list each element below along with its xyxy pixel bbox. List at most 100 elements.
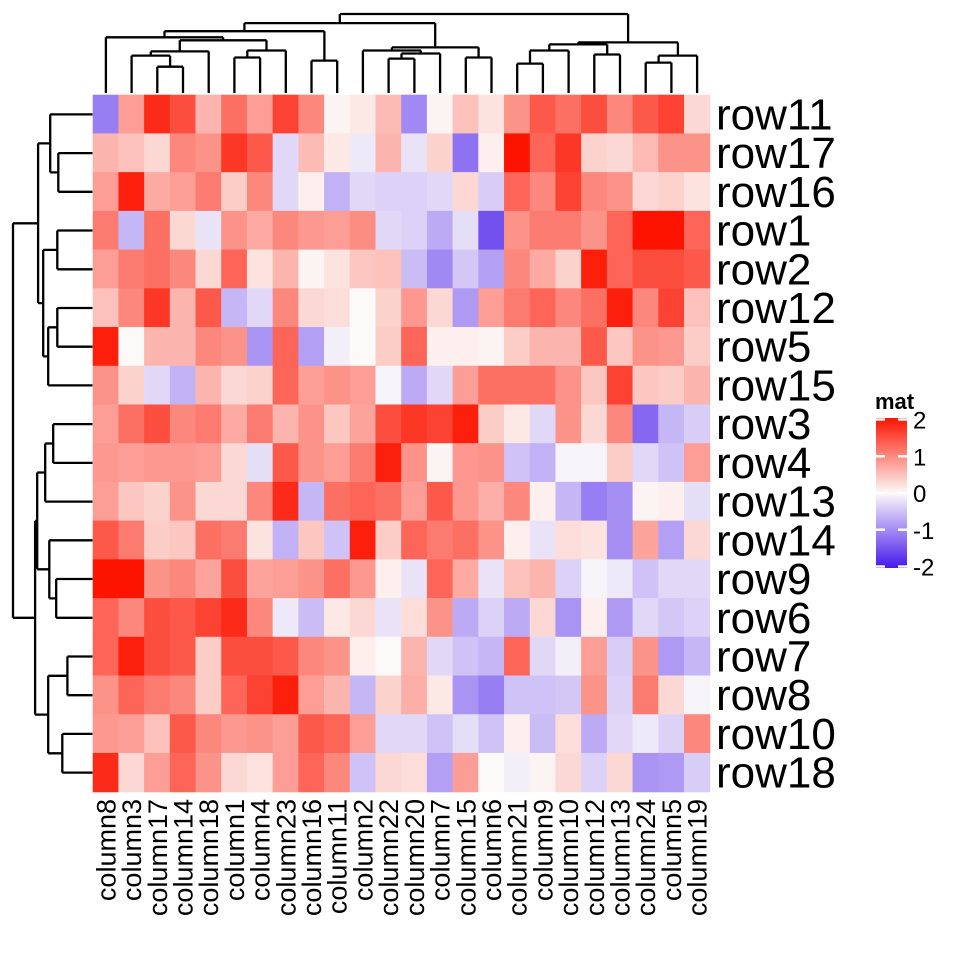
heatmap-cell — [349, 327, 377, 367]
heatmap-cell — [349, 94, 377, 135]
heatmap-cell — [298, 714, 325, 754]
heatmap-cell — [246, 598, 274, 638]
heatmap-cell — [452, 481, 479, 522]
heatmap-cell — [555, 94, 582, 135]
heatmap-cell — [195, 675, 222, 715]
heatmap-cell — [401, 172, 428, 212]
heatmap-cell — [221, 481, 248, 522]
heatmap-cell — [529, 249, 557, 289]
heatmap-cell — [401, 288, 428, 328]
heatmap-cell — [632, 481, 659, 522]
heatmap-cell — [606, 288, 634, 328]
heatmap-cell — [426, 520, 454, 560]
heatmap-cell — [92, 636, 120, 677]
heatmap-cell — [452, 404, 479, 444]
heatmap-cell — [426, 714, 454, 754]
heatmap-cell — [606, 636, 634, 677]
heatmap-cell — [272, 94, 299, 135]
heatmap-cell — [632, 404, 659, 444]
heatmap-cell — [144, 559, 171, 599]
heatmap-cell — [683, 752, 711, 793]
heatmap-cell — [555, 598, 582, 638]
heatmap-cell — [118, 133, 145, 173]
heatmap-cell — [606, 714, 634, 754]
heatmap-cell — [478, 675, 505, 715]
heatmap-cell — [221, 210, 248, 251]
heatmap-cell — [581, 598, 608, 638]
legend-tick-mark — [876, 455, 885, 458]
heatmap-cell — [452, 94, 479, 135]
column-label: column6 — [477, 799, 507, 901]
heatmap-cell — [658, 559, 685, 599]
legend-tick-mark — [876, 418, 885, 421]
heatmap-cell — [452, 172, 479, 212]
heatmap-cell — [195, 327, 222, 367]
heatmap-cell — [478, 288, 505, 328]
heatmap-cell — [581, 249, 608, 289]
heatmap-cell — [246, 365, 274, 406]
heatmap-cell — [452, 559, 479, 599]
heatmap-cell — [169, 752, 197, 793]
heatmap-cell — [324, 675, 351, 715]
heatmap-cell — [658, 520, 685, 560]
heatmap-cell — [401, 714, 428, 754]
heatmap-cell — [478, 94, 505, 135]
heatmap-cell — [683, 133, 711, 173]
heatmap-cell — [555, 636, 582, 677]
heatmap-cell — [426, 443, 454, 483]
heatmap-cell — [504, 481, 531, 522]
column-label: column24 — [631, 799, 661, 916]
heatmap-cell — [118, 714, 145, 754]
heatmap-cell — [118, 404, 145, 444]
column-label: column16 — [297, 799, 327, 916]
heatmap-cell — [606, 133, 634, 173]
heatmap-cell — [221, 636, 248, 677]
heatmap-cell — [375, 598, 402, 638]
heatmap-cell — [504, 520, 531, 560]
heatmap-cell — [426, 210, 454, 251]
heatmap-cell — [658, 94, 685, 135]
heatmap-cell — [529, 443, 557, 483]
heatmap-cell — [632, 249, 659, 289]
heatmap-cell — [529, 288, 557, 328]
heatmap-cell — [683, 598, 711, 638]
heatmap-cell — [478, 404, 505, 444]
heatmap-cell — [246, 752, 274, 793]
heatmap-cell — [324, 288, 351, 328]
heatmap-cell — [426, 636, 454, 677]
row-label: row12 — [716, 284, 836, 333]
heatmap-cell — [658, 598, 685, 638]
heatmap-cell — [144, 327, 171, 367]
heatmap-cell — [683, 327, 711, 367]
heatmap-cell — [426, 481, 454, 522]
heatmap-cell — [401, 133, 428, 173]
heatmap-cell — [606, 598, 634, 638]
heatmap-cell — [298, 210, 325, 251]
heatmap-cell — [298, 636, 325, 677]
heatmap-cell — [529, 94, 557, 135]
heatmap-cell — [349, 481, 377, 522]
heatmap-cell — [581, 210, 608, 251]
heatmap-cell — [324, 365, 351, 406]
heatmap-cell — [401, 210, 428, 251]
heatmap-cell — [529, 675, 557, 715]
heatmap-cell — [221, 94, 248, 135]
heatmap-cell — [581, 288, 608, 328]
heatmap-cell — [92, 172, 120, 212]
heatmap-cell — [658, 172, 685, 212]
heatmap-cell — [581, 520, 608, 560]
heatmap-cell — [504, 598, 531, 638]
heatmap-cell — [92, 210, 120, 251]
heatmap-cell — [683, 636, 711, 677]
heatmap-cell — [118, 249, 145, 289]
row-label: row1 — [716, 207, 811, 256]
heatmap-cell — [144, 94, 171, 135]
heatmap-cell — [144, 172, 171, 212]
heatmap-cell — [426, 752, 454, 793]
heatmap-cell — [632, 714, 659, 754]
heatmap-cell — [401, 249, 428, 289]
heatmap-cell — [375, 249, 402, 289]
heatmap-cell — [658, 133, 685, 173]
heatmap-cell — [144, 133, 171, 173]
heatmap-cell — [401, 675, 428, 715]
